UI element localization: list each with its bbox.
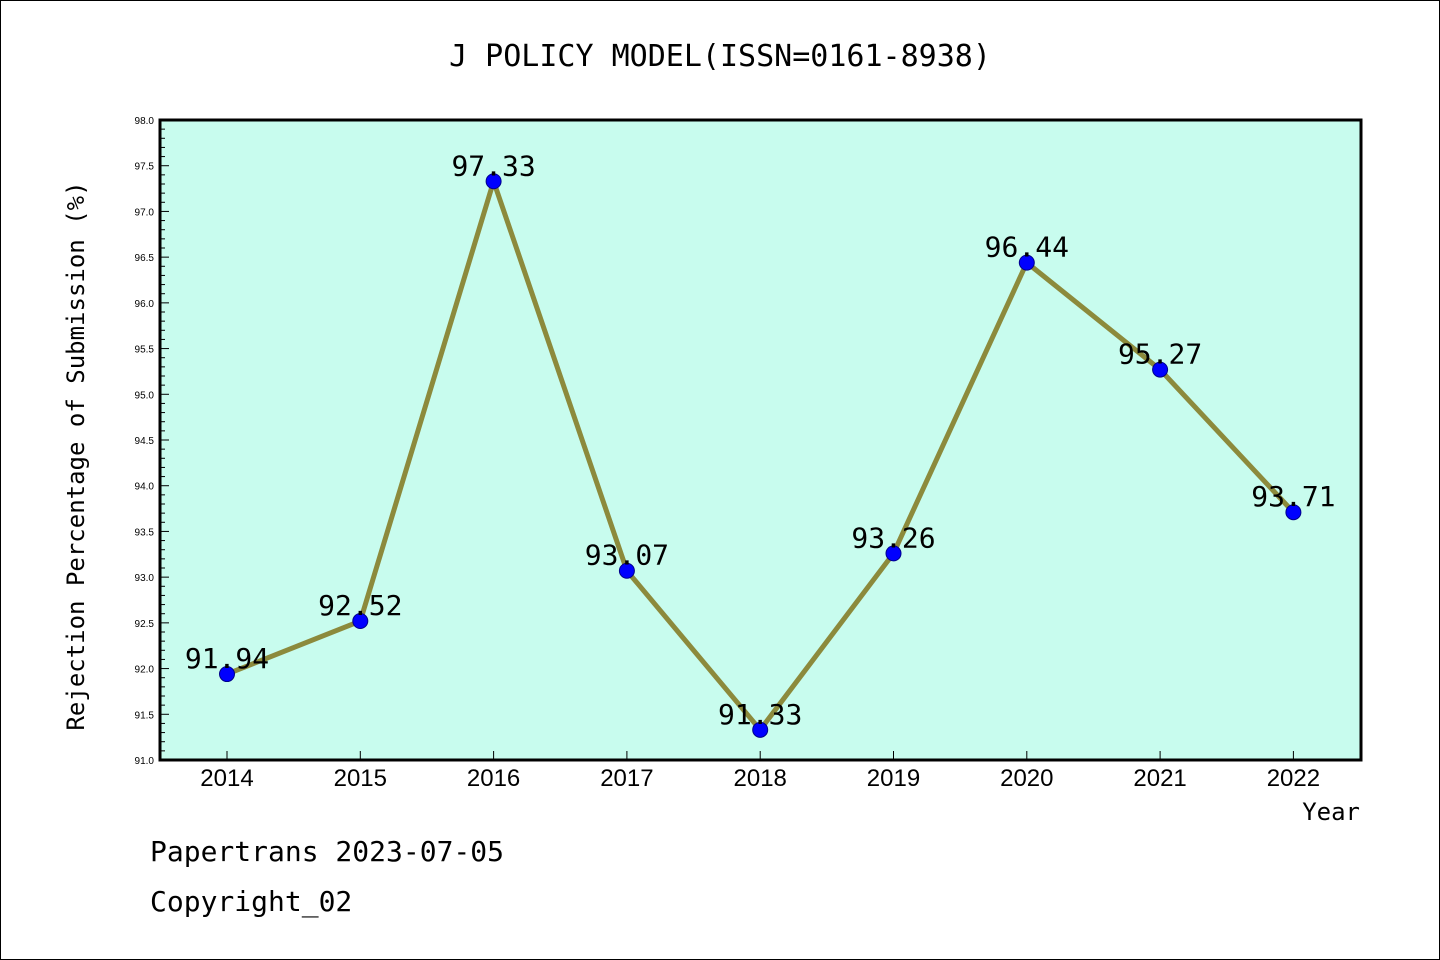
data-point-2016 [485,173,502,190]
x-tick-label: 2015 [334,765,387,792]
x-tick-label: 2019 [867,765,920,792]
y-tick-label: 92.5 [135,619,155,630]
y-axis: 91.0 91.5 92.0 92.5 93.0 93.5 94.0 94.5 95.0 95.5… [135,116,169,767]
y-tick-label: 94.5 [135,436,155,447]
data-markers [219,173,1302,738]
x-tick-label: 2016 [467,765,520,792]
data-point-2018 [752,721,769,738]
y-axis-label: Rejection Percentage of Submission (%) [62,181,90,730]
x-axis-label: Year [1302,798,1360,826]
data-label-2019: 93.26 [851,521,935,554]
y-tick-label: 92.0 [135,665,155,676]
x-tick-label: 2018 [734,765,787,792]
y-tick-label: 95.0 [135,390,155,401]
data-label-2017: 93.07 [585,539,669,572]
data-point-2020 [1018,254,1035,271]
data-point-2022 [1285,504,1302,521]
x-axis: 2014 2015 2016 2017 2018 2019 2020 2021 2022 [200,751,1320,792]
y-tick-label: 91.5 [135,710,155,721]
y-tick-label: 97.0 [135,207,155,218]
x-tick-label: 2017 [600,765,653,792]
y-tick-label: 97.5 [135,162,155,173]
y-tick-label: 95.5 [135,345,155,356]
data-label-2021: 95.27 [1118,338,1202,371]
data-label-2014: 91.94 [185,642,269,675]
data-label-2015: 92.52 [318,589,402,622]
x-tick-label: 2020 [1000,765,1053,792]
data-point-2017 [618,562,635,579]
footer-copyright-text: Copyright_02 [150,885,353,918]
data-labels: 91.94 92.52 97.33 93.07 91.33 93.26 96.44 95.27… [185,149,1336,731]
y-tick-label: 96.5 [135,253,155,264]
y-tick-label: 91.0 [135,756,155,767]
data-point-2015 [352,613,369,630]
y-tick-label: 96.0 [135,299,155,310]
y-tick-label: 94.0 [135,482,155,493]
x-tick-label: 2021 [1133,765,1186,792]
y-tick-label: 93.0 [135,573,155,584]
data-label-2016: 97.33 [451,149,535,182]
data-point-2019 [885,545,902,562]
footer-date-text: Papertrans 2023-07-05 [150,835,505,868]
y-tick-label: 98.0 [135,116,155,127]
data-label-2020: 96.44 [985,231,1069,264]
data-label-2022: 93.71 [1251,480,1335,513]
chart-title: J POLICY MODEL(ISSN=0161-8938) [449,39,991,74]
data-label-2018: 91.33 [718,698,802,731]
data-point-2021 [1152,361,1169,378]
data-point-2014 [219,666,235,683]
x-tick-label: 2014 [200,765,253,792]
y-tick-label: 93.5 [135,527,155,538]
plot-area [158,118,1363,762]
x-tick-label: 2022 [1267,765,1320,792]
